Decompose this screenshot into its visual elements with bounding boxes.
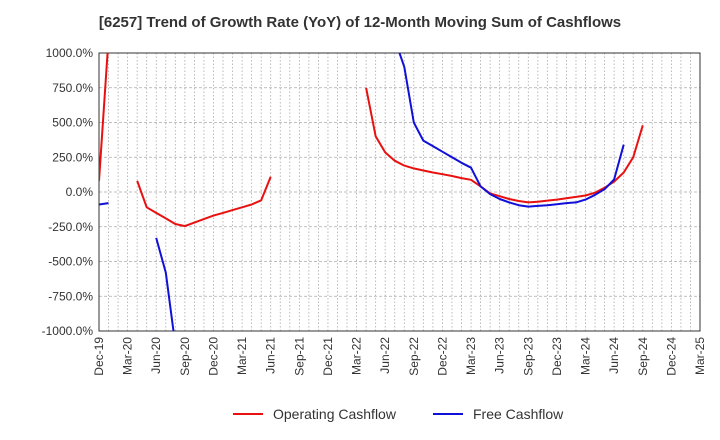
x-tick-label: Mar-23 bbox=[464, 337, 478, 375]
series-line-free-cashflow bbox=[99, 202, 109, 206]
y-tick-label: 250.0% bbox=[52, 150, 93, 164]
y-tick-label: -250.0% bbox=[48, 220, 93, 234]
x-tick-label: Mar-21 bbox=[235, 337, 249, 375]
y-tick-labels: 1000.0% 750.0% 500.0% 250.0% 0.0% -250.0% -500… bbox=[42, 46, 94, 338]
x-tick-label: Sep-21 bbox=[292, 337, 306, 376]
legend: Operating Cashflow Free Cashflow bbox=[233, 406, 564, 422]
y-tick-label: 0.0% bbox=[66, 185, 94, 199]
x-tick-label: Sep-23 bbox=[521, 337, 535, 376]
y-tick-label: -1000.0% bbox=[42, 324, 94, 338]
x-tick-label: Dec-19 bbox=[92, 337, 106, 376]
chart-title: [6257] Trend of Growth Rate (YoY) of 12-… bbox=[98, 14, 622, 31]
x-tick-labels: Dec-19 Mar-20 Jun-20 Sep-20 Dec-20 Mar-21 Jun-… bbox=[92, 337, 707, 376]
series-line-operating-cashflow bbox=[365, 87, 644, 204]
x-tick-label: Dec-24 bbox=[664, 337, 678, 376]
x-tick-label: Mar-25 bbox=[693, 337, 707, 375]
x-tick-label: Sep-20 bbox=[178, 337, 192, 376]
x-tick-label: Jun-23 bbox=[493, 337, 507, 374]
x-tick-label: Jun-24 bbox=[607, 337, 621, 374]
x-tick-label: Mar-24 bbox=[579, 337, 593, 375]
y-tick-label: 500.0% bbox=[52, 116, 93, 130]
x-tick-label: Sep-24 bbox=[636, 337, 650, 376]
y-tick-label: -500.0% bbox=[48, 255, 93, 269]
legend-label-operating-cashflow: Operating Cashflow bbox=[273, 406, 397, 422]
y-tick-label: 750.0% bbox=[52, 81, 93, 95]
series-line-operating-cashflow bbox=[99, 53, 109, 181]
series-line-free-cashflow bbox=[155, 237, 175, 331]
x-tick-label: Dec-22 bbox=[435, 337, 449, 376]
series-line-operating-cashflow bbox=[136, 176, 272, 228]
x-tick-label: Sep-22 bbox=[407, 337, 421, 376]
x-tick-label: Dec-21 bbox=[321, 337, 335, 376]
grid-layer bbox=[99, 52, 700, 332]
series-layer bbox=[99, 53, 644, 331]
x-tick-label: Mar-22 bbox=[350, 337, 364, 375]
x-tick-label: Jun-20 bbox=[149, 337, 163, 374]
x-tick-label: Mar-20 bbox=[121, 337, 135, 375]
x-tick-label: Jun-21 bbox=[264, 337, 278, 374]
x-tick-label: Dec-20 bbox=[206, 337, 220, 376]
y-tick-label: 1000.0% bbox=[46, 46, 94, 60]
series-line-free-cashflow bbox=[398, 53, 625, 208]
legend-label-free-cashflow: Free Cashflow bbox=[473, 406, 564, 422]
y-tick-label: -750.0% bbox=[48, 289, 93, 303]
x-tick-label: Jun-22 bbox=[378, 337, 392, 374]
x-tick-label: Dec-23 bbox=[550, 337, 564, 376]
